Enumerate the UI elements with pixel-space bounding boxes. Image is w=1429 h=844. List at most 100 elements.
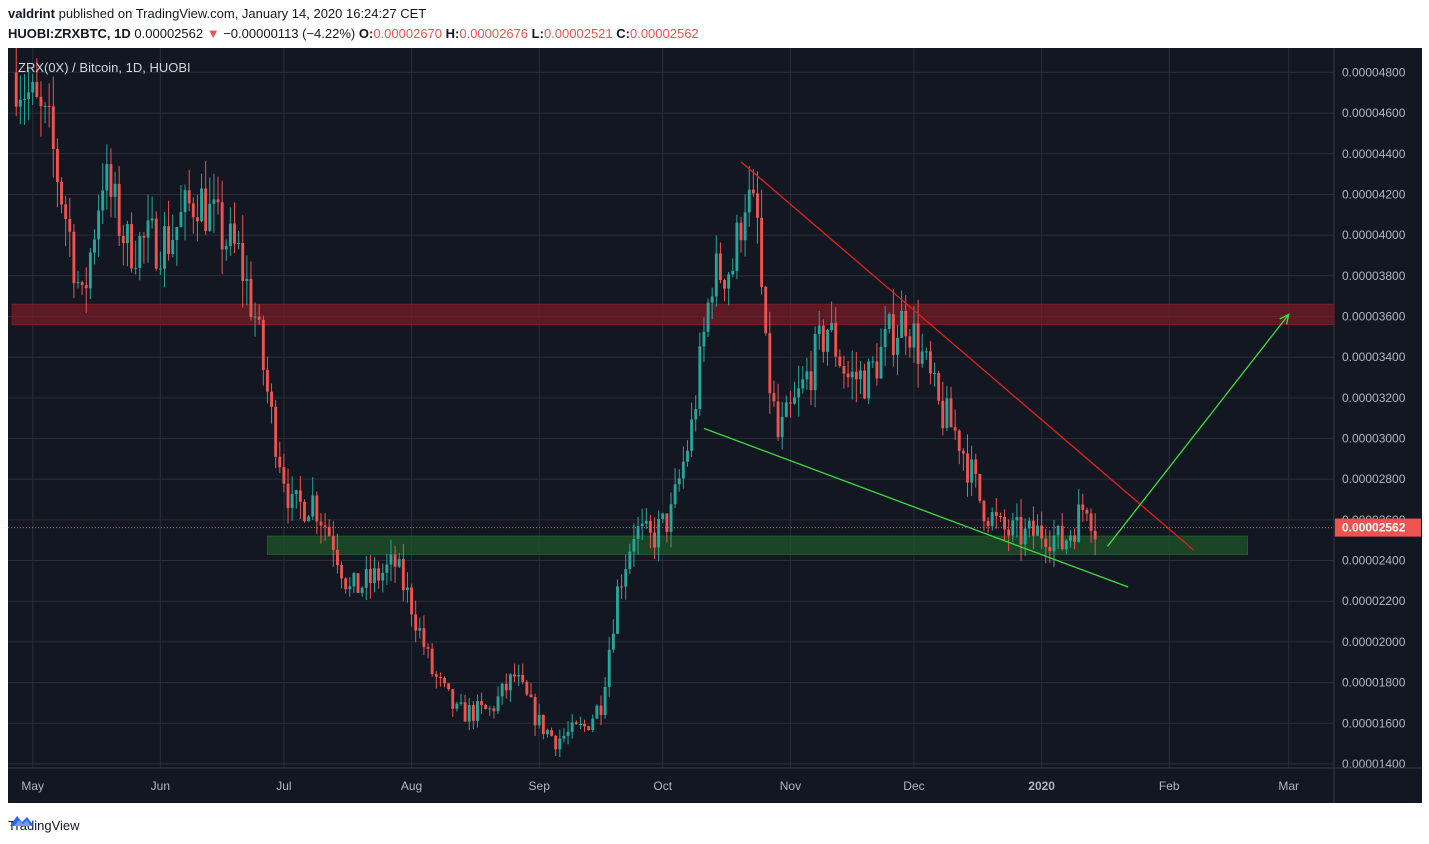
- candle-body[interactable]: [257, 316, 261, 320]
- candle-body[interactable]: [311, 495, 315, 517]
- candle-body[interactable]: [908, 336, 912, 348]
- candle-body[interactable]: [476, 701, 479, 721]
- candle-body[interactable]: [303, 501, 306, 522]
- candle-body[interactable]: [653, 532, 656, 548]
- candle-body[interactable]: [352, 573, 356, 587]
- candle-body[interactable]: [278, 456, 282, 468]
- candle-body[interactable]: [504, 683, 508, 691]
- candle-body[interactable]: [912, 323, 916, 348]
- candle-body[interactable]: [636, 526, 640, 539]
- candle-body[interactable]: [113, 183, 117, 197]
- candle-body[interactable]: [669, 504, 673, 532]
- candle-body[interactable]: [1015, 517, 1019, 521]
- candle-body[interactable]: [916, 323, 920, 364]
- candle-body[interactable]: [389, 554, 393, 565]
- candle-body[interactable]: [702, 331, 706, 347]
- candle-body[interactable]: [620, 586, 624, 588]
- candle-body[interactable]: [14, 72, 18, 107]
- candle-body[interactable]: [51, 106, 55, 149]
- candle-body[interactable]: [381, 572, 385, 581]
- candle-body[interactable]: [455, 703, 459, 709]
- candle-body[interactable]: [438, 676, 442, 678]
- candle-body[interactable]: [183, 190, 187, 213]
- candle-body[interactable]: [525, 681, 529, 695]
- candle-body[interactable]: [809, 371, 813, 391]
- candle-body[interactable]: [591, 718, 595, 730]
- candle-body[interactable]: [191, 203, 195, 218]
- candle-body[interactable]: [920, 351, 924, 364]
- candle-body[interactable]: [797, 388, 801, 398]
- candle-body[interactable]: [607, 649, 611, 687]
- trendline-descending-support[interactable]: [703, 427, 1129, 588]
- candle-body[interactable]: [1052, 535, 1056, 552]
- candle-body[interactable]: [154, 218, 158, 269]
- candle-body[interactable]: [422, 628, 426, 648]
- candle-body[interactable]: [76, 282, 80, 284]
- candle-body[interactable]: [896, 337, 899, 355]
- candle-body[interactable]: [1073, 535, 1077, 542]
- candle-body[interactable]: [998, 515, 1002, 517]
- candle-body[interactable]: [727, 274, 731, 289]
- candle-body[interactable]: [830, 322, 834, 331]
- candle-body[interactable]: [966, 453, 969, 483]
- candle-body[interactable]: [27, 92, 31, 100]
- candle-body[interactable]: [537, 714, 541, 726]
- candle-body[interactable]: [294, 490, 298, 495]
- candle-body[interactable]: [735, 222, 739, 271]
- candle-body[interactable]: [768, 333, 772, 394]
- candle-body[interactable]: [994, 512, 998, 516]
- candle-body[interactable]: [451, 689, 455, 709]
- candle-body[interactable]: [1056, 525, 1060, 536]
- candle-body[interactable]: [237, 242, 241, 244]
- candle-body[interactable]: [587, 726, 591, 730]
- candle-body[interactable]: [360, 587, 364, 593]
- candle-body[interactable]: [788, 402, 792, 404]
- candle-body[interactable]: [282, 467, 286, 484]
- candle-body[interactable]: [595, 705, 599, 719]
- candle-body[interactable]: [471, 704, 475, 721]
- candle-body[interactable]: [718, 253, 722, 281]
- candle-body[interactable]: [1048, 546, 1052, 552]
- candle-body[interactable]: [706, 302, 710, 332]
- candle-body[interactable]: [401, 559, 405, 591]
- candle-body[interactable]: [109, 164, 113, 197]
- candle-body[interactable]: [97, 210, 101, 240]
- author-name[interactable]: valdrint: [8, 6, 55, 21]
- candle-body[interactable]: [887, 314, 891, 329]
- candle-body[interactable]: [657, 518, 661, 548]
- candle-body[interactable]: [648, 520, 652, 533]
- candle-body[interactable]: [249, 278, 253, 317]
- candle-body[interactable]: [459, 702, 463, 704]
- candle-body[interactable]: [393, 554, 397, 567]
- candle-body[interactable]: [603, 686, 607, 715]
- candle-body[interactable]: [686, 450, 689, 462]
- candle-body[interactable]: [298, 490, 302, 502]
- candle-body[interactable]: [665, 513, 669, 532]
- candle-body[interactable]: [430, 648, 434, 675]
- candle-body[interactable]: [18, 99, 22, 107]
- candle-body[interactable]: [224, 245, 228, 250]
- candle-body[interactable]: [698, 346, 702, 410]
- candle-body[interactable]: [714, 253, 718, 297]
- candle-body[interactable]: [1089, 513, 1093, 531]
- candle-body[interactable]: [850, 371, 854, 378]
- candle-body[interactable]: [546, 730, 549, 735]
- candle-body[interactable]: [204, 188, 208, 231]
- tradingview-logo-icon[interactable]: [8, 812, 36, 828]
- candle-body[interactable]: [541, 714, 545, 735]
- candle-body[interactable]: [426, 647, 430, 649]
- candle-body[interactable]: [550, 730, 554, 736]
- candle-body[interactable]: [1069, 535, 1072, 541]
- candle-body[interactable]: [1044, 538, 1048, 547]
- candle-body[interactable]: [986, 521, 990, 527]
- candle-body[interactable]: [904, 310, 908, 337]
- candle-body[interactable]: [1031, 520, 1035, 536]
- candle-body[interactable]: [821, 325, 825, 352]
- candle-body[interactable]: [340, 564, 344, 579]
- candle-body[interactable]: [974, 459, 978, 474]
- candle-body[interactable]: [241, 242, 245, 281]
- candle-body[interactable]: [838, 356, 842, 366]
- candle-body[interactable]: [961, 450, 965, 454]
- candle-body[interactable]: [171, 239, 175, 255]
- candle-body[interactable]: [31, 81, 35, 93]
